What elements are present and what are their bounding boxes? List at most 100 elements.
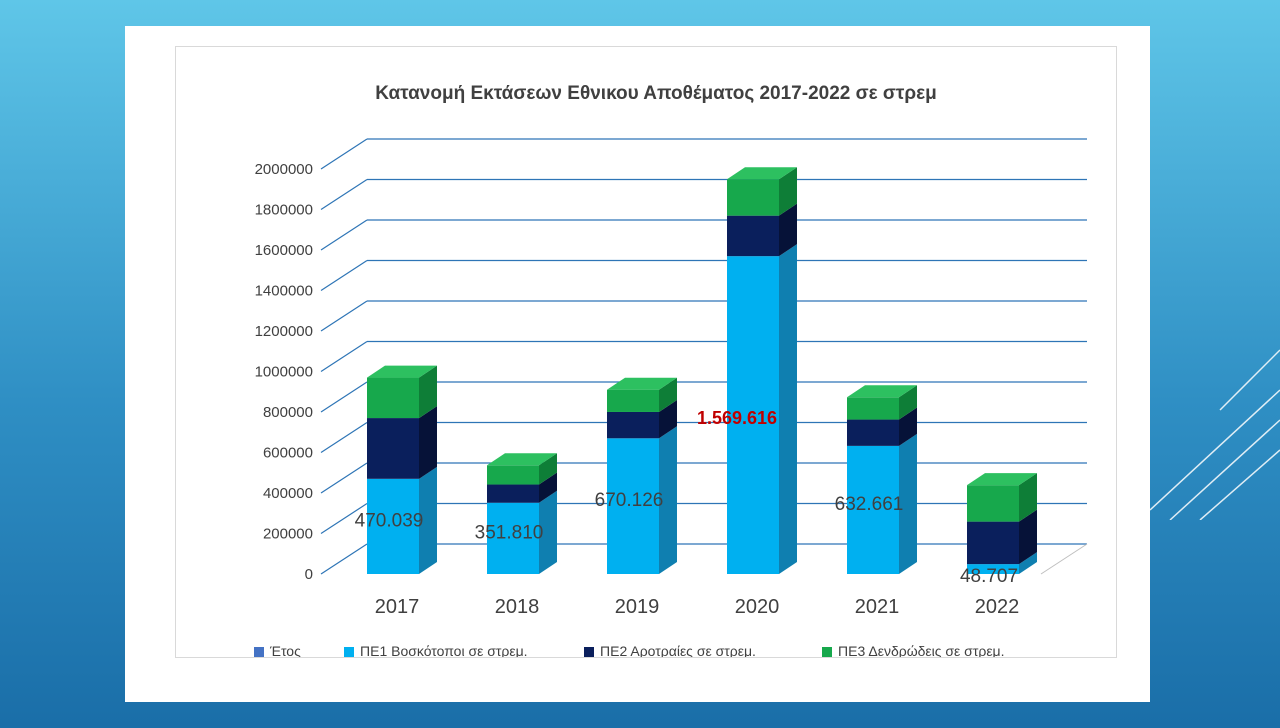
bar-segment-pe3-side	[539, 453, 557, 485]
y-tick-label: 1800000	[255, 202, 313, 219]
bar-segment-pe2-front	[487, 484, 539, 503]
stacked-bar-chart: Κατανομή Εκτάσεων Εθνικου Αποθέματος 201…	[254, 83, 1088, 659]
bar-segment-pe3-top	[607, 377, 677, 390]
bar-segment-pe2-side	[419, 406, 437, 479]
bar-segment-pe3	[727, 167, 797, 216]
bar-segment-pe1-front	[367, 478, 419, 574]
y-tick-label: 1200000	[255, 323, 313, 340]
labels-layer: 2017 470.039 2018 351.810 2019 670.126 2020 1.5…	[355, 408, 1020, 618]
decorative-stripes	[1149, 349, 1280, 520]
bar-segment-pe1-front	[727, 256, 779, 574]
data-label: 632.661	[835, 494, 904, 515]
legend-layer: Έτος ΠΕ1 Βοσκότοποι σε στρεμ. ΠΕ2 Αροτραίε…	[254, 643, 1005, 659]
legend-swatch	[822, 647, 832, 657]
bar-segment-pe1-front	[967, 564, 1019, 574]
bar-segment-pe1-side	[659, 426, 677, 574]
grid-diagonal	[320, 381, 368, 413]
bar-segment-pe3	[607, 377, 677, 412]
legend-label: ΠΕ3 Δενδρώδεις σε στρεμ.	[838, 643, 1005, 657]
grid-diagonal	[320, 421, 368, 454]
bar-segment-pe3-top	[487, 453, 557, 466]
bar-segment-pe3-top	[967, 473, 1037, 486]
legend-label: ΠΕ2 Αροτραίες σε στρεμ.	[600, 643, 756, 657]
bar-segment-pe2	[607, 399, 677, 439]
y-tick-label: 400000	[263, 485, 313, 502]
data-label: 470.039	[355, 510, 424, 531]
y-tick-label: 1000000	[255, 364, 313, 381]
bar-segment-pe3-front	[487, 465, 539, 485]
bar-segment-pe2-side	[659, 399, 677, 439]
bar-segment-pe3	[847, 385, 917, 420]
x-category-label: 2018	[495, 596, 540, 618]
bar-segment-pe2-side	[539, 472, 557, 503]
grid-diagonal	[320, 502, 368, 535]
y-tick-label: 800000	[263, 404, 313, 421]
bar-segment-pe3	[367, 365, 437, 419]
bar-segment-pe2-side	[899, 407, 917, 446]
bar-segment-pe3-side	[419, 365, 437, 419]
bar-segment-pe3-side	[659, 377, 677, 412]
floor-edge	[1040, 543, 1088, 575]
legend-swatch	[584, 647, 594, 657]
bar-segment-pe3-top	[847, 385, 917, 398]
slide-canvas: Κατανομή Εκτάσεων Εθνικου Αποθέματος 201…	[125, 26, 1150, 702]
y-tick-label: 2000000	[255, 161, 313, 178]
bar-segment-pe3-side	[1019, 473, 1037, 522]
bar-segment-pe1-side	[539, 490, 557, 574]
bar-segment-pe3	[487, 453, 557, 485]
bar-segment-pe3-front	[607, 389, 659, 412]
bar-segment-pe3	[967, 473, 1037, 522]
bar-segment-pe3-top	[727, 167, 797, 180]
y-tick-label: 200000	[263, 526, 313, 543]
legend-swatch	[344, 647, 354, 657]
bar-segment-pe2-front	[607, 411, 659, 439]
bar-segment-pe1	[967, 552, 1037, 574]
x-category-label: 2021	[855, 596, 900, 618]
bar-segment-pe2	[487, 472, 557, 503]
bar-segment-pe1	[367, 466, 437, 574]
bar-segment-pe2-side	[779, 203, 797, 257]
bar-segment-pe2-front	[967, 521, 1019, 565]
bar-segment-pe1	[487, 490, 557, 574]
bar-segment-pe3-front	[367, 377, 419, 419]
bar-segment-pe3-front	[967, 485, 1019, 522]
bar-segment-pe1	[727, 244, 797, 574]
bar-segment-pe1-side	[899, 433, 917, 574]
y-tick-label: 600000	[263, 445, 313, 462]
bar-segment-pe1-front	[607, 438, 659, 574]
bar-segment-pe3-side	[899, 385, 917, 420]
bar-segment-pe1-side	[1019, 552, 1037, 574]
y-tick-label: 0	[305, 566, 313, 583]
bar-segment-pe3-front	[727, 179, 779, 216]
x-category-label: 2020	[735, 596, 780, 618]
legend-label: Έτος	[269, 643, 301, 657]
bar-segment-pe1-front	[487, 502, 539, 574]
grid-diagonal	[320, 178, 368, 211]
bar-segment-pe2	[727, 203, 797, 257]
grid-diagonal	[320, 138, 368, 170]
bar-segment-pe1	[847, 433, 917, 574]
legend-swatch	[254, 647, 264, 657]
chart-frame: Κατανομή Εκτάσεων Εθνικου Αποθέματος 201…	[175, 46, 1117, 659]
bar-segment-pe2-side	[1019, 509, 1037, 565]
data-label: 48.707	[960, 566, 1018, 587]
data-label: 1.569.616	[697, 408, 777, 428]
grid-diagonal	[320, 543, 368, 575]
x-category-label: 2022	[975, 596, 1020, 618]
bars-layer	[367, 167, 1037, 574]
grid-diagonal	[320, 300, 368, 332]
bar-segment-pe1-front	[847, 445, 899, 574]
grid-diagonal	[320, 219, 368, 251]
bar-segment-pe1-side	[419, 466, 437, 574]
grid-diagonal	[320, 462, 368, 494]
legend-label: ΠΕ1 Βοσκότοποι σε στρεμ.	[360, 643, 528, 657]
data-label: 670.126	[595, 490, 664, 511]
y-tick-label: 1600000	[255, 242, 313, 259]
bar-segment-pe1-side	[779, 244, 797, 574]
data-label: 351.810	[475, 522, 544, 543]
bar-segment-pe2-front	[847, 419, 899, 446]
bar-segment-pe2	[967, 509, 1037, 565]
grid-diagonal	[320, 259, 368, 292]
bar-segment-pe3-front	[847, 397, 899, 420]
y-tick-label: 1400000	[255, 283, 313, 300]
